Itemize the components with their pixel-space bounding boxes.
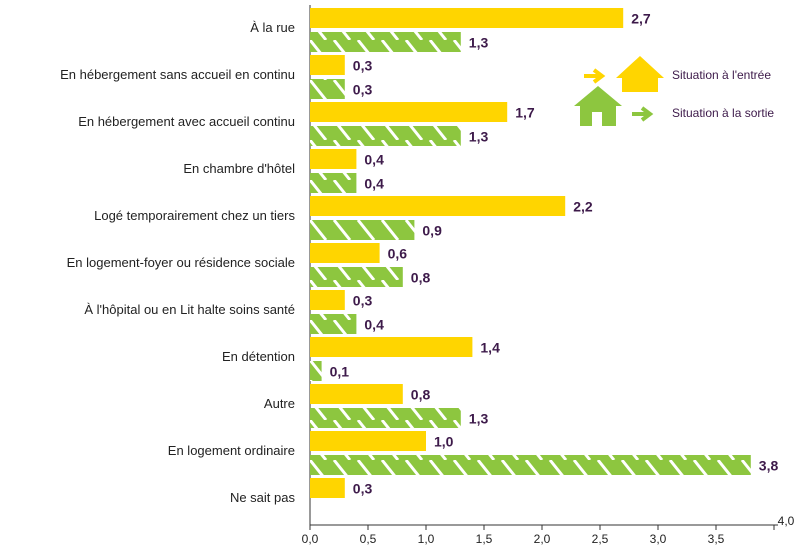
bar: [310, 102, 508, 122]
bar: [310, 220, 415, 240]
bar: [310, 126, 461, 146]
y-tick-label: En hébergement sans accueil en continu: [60, 67, 295, 82]
y-tick-label: En logement ordinaire: [168, 443, 295, 458]
bar: [310, 408, 461, 428]
bar: [310, 455, 751, 475]
value-label: 0,8: [411, 270, 431, 286]
bar: [310, 361, 322, 381]
value-label: 0,9: [422, 223, 442, 239]
legend-house: [616, 56, 664, 92]
value-label: 0,3: [353, 82, 373, 98]
bar: [310, 173, 357, 193]
legend-arrow: [584, 68, 606, 84]
value-label: 2,7: [631, 11, 651, 27]
bar: [310, 290, 345, 310]
legend-label: Situation à l'entrée: [672, 68, 771, 82]
value-label: 2,2: [573, 199, 593, 215]
bar: [310, 267, 403, 287]
value-label: 1,3: [469, 411, 489, 427]
value-label: 0,3: [353, 58, 373, 74]
value-label: 0,4: [364, 317, 384, 333]
value-label: 0,6: [388, 246, 408, 262]
value-label: 0,3: [353, 293, 373, 309]
x-tick-label: 1,5: [476, 532, 493, 545]
legend-door: [592, 112, 602, 126]
x-tick-label: 1,0: [418, 532, 435, 545]
value-label: 0,8: [411, 387, 431, 403]
bar: [310, 337, 473, 357]
bar: [310, 32, 461, 52]
x-tick-label: 3,5: [708, 532, 725, 545]
bar: [310, 8, 624, 28]
value-label: 0,4: [364, 176, 384, 192]
x-tick-label: 3,0: [650, 532, 667, 545]
y-tick-label: En détention: [222, 349, 295, 364]
legend-label: Situation à la sortie: [672, 106, 774, 120]
value-label: 1,4: [480, 340, 500, 356]
value-label: 3,8: [759, 458, 779, 474]
x-tick-label: 0,0: [302, 532, 319, 545]
bar: [310, 384, 403, 404]
y-tick-label: À l'hôpital ou en Lit halte soins santé: [84, 302, 295, 317]
value-label: 0,4: [364, 152, 384, 168]
bar: [310, 314, 357, 334]
legend: Situation à l'entrée Situation à la sort…: [574, 56, 774, 126]
y-tick-label: Ne sait pas: [230, 490, 296, 505]
x-tick-label: 0,5: [360, 532, 377, 545]
bar: [310, 431, 426, 451]
bar: [310, 149, 357, 169]
y-tick-label: Logé temporairement chez un tiers: [94, 208, 295, 223]
bar: [310, 55, 345, 75]
value-label: 1,7: [515, 105, 535, 121]
y-tick-label: En chambre d'hôtel: [183, 161, 295, 176]
y-tick-label: Autre: [264, 396, 295, 411]
legend-house: [574, 86, 622, 126]
y-tick-label: En logement-foyer ou résidence sociale: [67, 255, 295, 270]
y-tick-label: En hébergement avec accueil continu: [78, 114, 295, 129]
value-label: 1,3: [469, 129, 489, 145]
bar: [310, 196, 566, 216]
legend-arrow: [632, 106, 654, 122]
bar: [310, 243, 380, 263]
x-tick-label: 2,5: [592, 532, 609, 545]
y-tick-label: À la rue: [250, 20, 295, 35]
value-label: 0,3: [353, 481, 373, 497]
x-tick-label: 2,0: [534, 532, 551, 545]
bar: [310, 478, 345, 498]
x-tick-label: 4,0: [778, 514, 795, 528]
bar: [310, 79, 345, 99]
value-label: 1,3: [469, 35, 489, 51]
value-label: 1,0: [434, 434, 454, 450]
value-label: 0,1: [330, 364, 350, 380]
